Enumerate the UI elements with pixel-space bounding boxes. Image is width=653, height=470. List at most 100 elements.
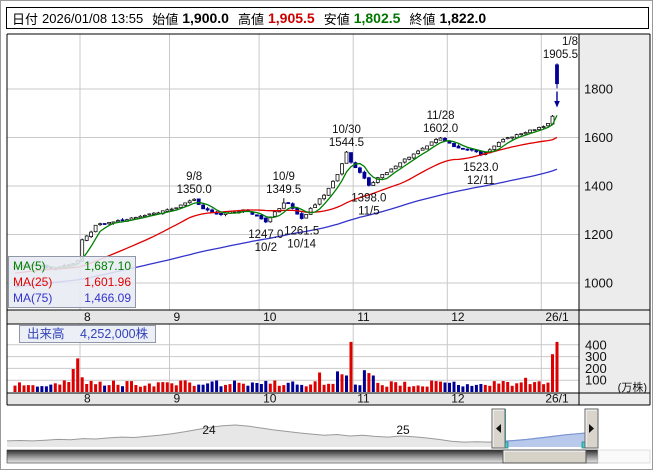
nav-year-label: 24	[202, 423, 216, 437]
volume-bar	[309, 384, 313, 392]
volume-bar	[273, 380, 277, 392]
volume-bar	[403, 381, 407, 392]
annotation-line2: 1544.5	[329, 137, 364, 149]
annotation-line2: 1350.0	[177, 184, 212, 196]
volume-bar	[98, 381, 102, 392]
volume-bar	[389, 381, 393, 392]
annotation-line2: 1602.0	[423, 123, 458, 135]
volume-bar	[26, 385, 30, 392]
volume-bar	[71, 369, 75, 392]
x-axis-label-volume: 11	[357, 392, 370, 406]
volume-bar	[152, 386, 156, 392]
volume-bar	[188, 382, 192, 392]
candlestick	[349, 152, 353, 163]
nav-scroll-left-button[interactable]	[491, 408, 506, 449]
candlestick	[380, 173, 385, 179]
candlestick	[416, 150, 421, 154]
open-value: 1,900.0	[182, 10, 229, 26]
candlestick	[317, 198, 322, 205]
volume-bar	[197, 384, 201, 392]
annotation-line1: 10/30	[332, 124, 361, 136]
nav-scroll-right-button[interactable]	[584, 408, 599, 449]
ma75-label: MA(75)	[13, 291, 53, 305]
date-value: 2026/01/08 13:55	[42, 10, 144, 26]
annotation-line1: 1/8	[562, 36, 578, 48]
candlestick	[263, 217, 268, 223]
candlestick	[290, 203, 295, 209]
candlestick	[510, 136, 515, 139]
volume-bar	[116, 384, 120, 392]
open-label: 始値	[152, 11, 179, 27]
ma25-value: 1,601.96	[84, 275, 131, 289]
ma5-label: MA(5)	[13, 259, 46, 273]
volume-bar	[555, 341, 559, 392]
volume-bar	[443, 382, 447, 392]
candlestick	[174, 207, 179, 210]
right-axis-panel	[579, 34, 650, 405]
volume-bar	[551, 354, 554, 392]
ma75-legend-row: MA(75) 1,466.09	[13, 290, 131, 306]
volume-bar	[53, 383, 57, 392]
candlestick	[523, 131, 528, 135]
candlestick	[210, 209, 215, 213]
nav-selection-region[interactable]	[7, 425, 591, 447]
volume-bar	[138, 386, 142, 392]
candlestick	[546, 123, 550, 127]
volume-bar	[434, 381, 438, 392]
ma25-legend-row: MA(25) 1,601.96	[13, 274, 131, 290]
candlestick	[362, 171, 367, 179]
annotation-line1: 1398.0	[351, 192, 386, 204]
volume-bar	[479, 384, 483, 392]
volume-bar	[470, 385, 474, 392]
candlestick	[532, 129, 537, 132]
ma5-legend-row: MA(5) 1,687.10	[13, 258, 131, 274]
volume-bar	[488, 385, 492, 392]
candlestick	[537, 127, 541, 131]
annotation-line2: 1905.5	[543, 49, 578, 61]
volume-bar	[358, 385, 362, 392]
x-axis-label: 26/1	[545, 310, 569, 324]
volume-bar	[44, 386, 48, 392]
scrollbar-thumb[interactable]	[502, 449, 587, 464]
volume-header: 出来高 4,252,000株	[19, 325, 157, 343]
volume-bar	[394, 382, 398, 392]
candlestick	[366, 177, 371, 186]
ma-legend: MA(5) 1,687.10 MA(25) 1,601.96 MA(75) 1,…	[8, 256, 136, 308]
volume-bar	[546, 382, 550, 392]
volume-bar	[515, 383, 519, 392]
volume-bar	[336, 371, 339, 392]
volume-bar	[376, 382, 380, 392]
ma25-label: MA(25)	[13, 275, 53, 289]
y-axis-tick: 1600	[584, 130, 613, 145]
volume-bar	[537, 381, 541, 392]
volume-bar	[250, 382, 254, 392]
candlestick	[120, 219, 125, 222]
volume-bar	[170, 383, 174, 392]
volume-bar	[362, 370, 366, 392]
candlestick	[272, 211, 277, 217]
low-label: 安値	[323, 11, 350, 27]
nav-year-label: 25	[396, 423, 410, 437]
candlestick	[541, 126, 546, 128]
ma5-value: 1,687.10	[84, 259, 131, 273]
candlestick	[93, 224, 98, 233]
annotation-11-5: 1398.011/5	[351, 192, 386, 217]
volume-bar	[201, 384, 205, 392]
candlestick	[286, 202, 291, 205]
volume-bar	[412, 386, 416, 392]
x-axis-label: 11	[357, 310, 370, 324]
annotation-line2: 12/11	[467, 175, 495, 187]
volume-bar	[183, 380, 187, 392]
x-axis-label-volume: 12	[451, 392, 465, 406]
volume-bar	[134, 385, 138, 392]
high-label: 高値	[237, 11, 264, 27]
volume-bar	[58, 384, 62, 392]
candlestick	[259, 214, 264, 220]
candlestick	[335, 173, 340, 182]
candlestick	[407, 156, 412, 160]
candlestick	[402, 158, 407, 163]
